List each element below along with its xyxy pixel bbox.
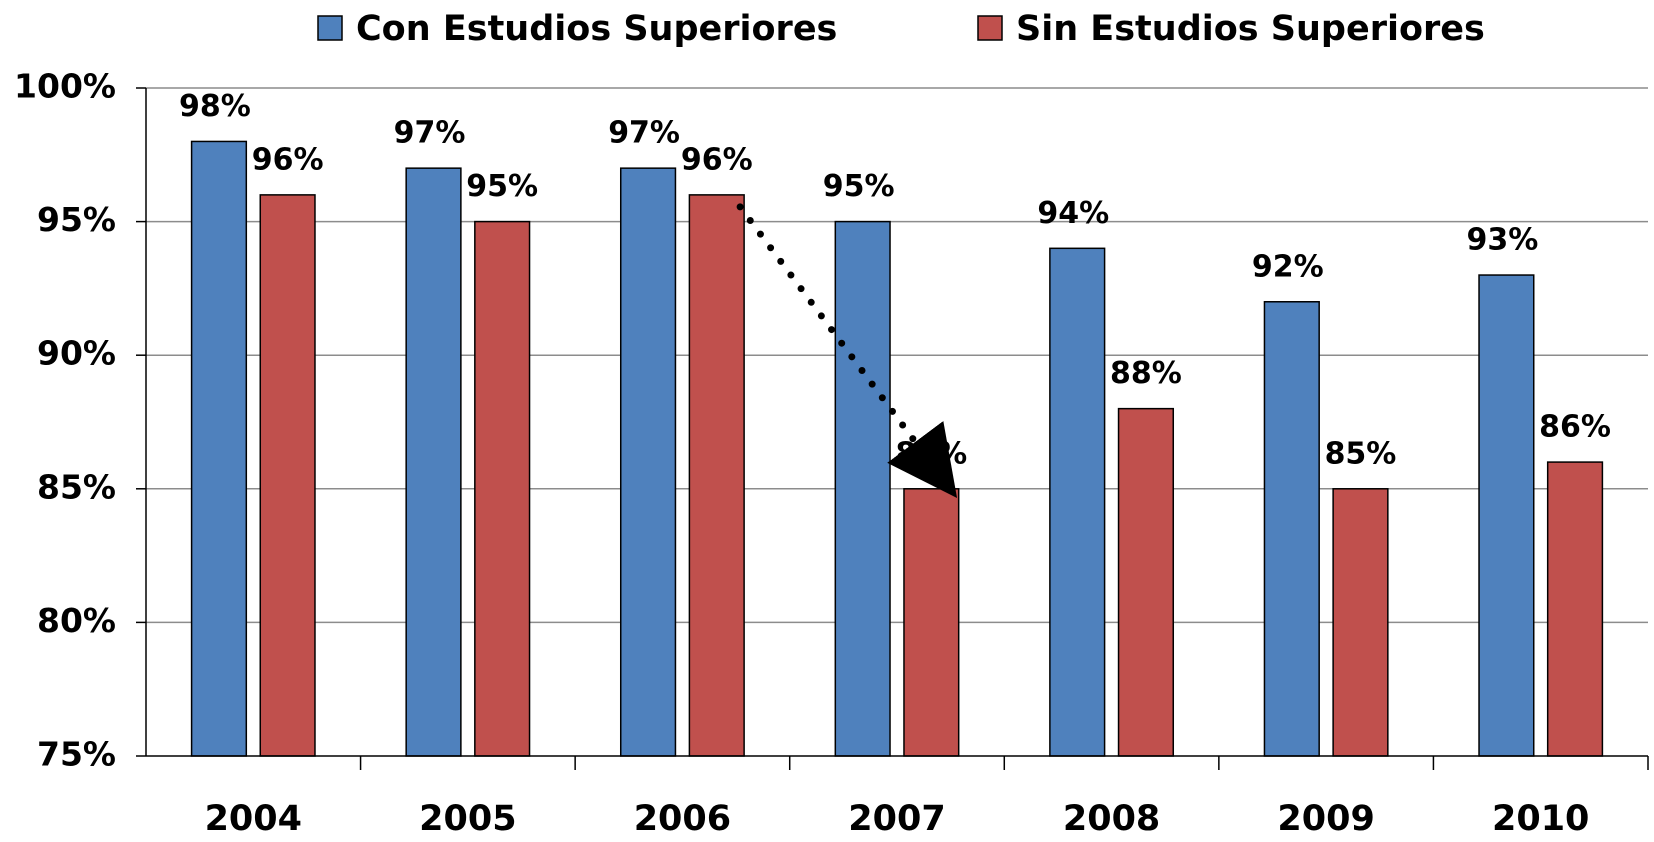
y-tick-label: 80% bbox=[37, 601, 116, 640]
bar bbox=[474, 220, 531, 757]
y-tick-label: 90% bbox=[37, 334, 116, 373]
bar bbox=[190, 140, 248, 757]
value-label: 88% bbox=[1110, 356, 1182, 391]
value-label: 97% bbox=[394, 116, 466, 151]
bar bbox=[259, 194, 316, 757]
bar bbox=[1478, 274, 1535, 757]
bar bbox=[619, 167, 677, 757]
x-tick-label: 2010 bbox=[1492, 799, 1589, 839]
y-tick-label: 75% bbox=[37, 735, 116, 774]
value-label: 94% bbox=[1037, 196, 1109, 231]
bar bbox=[1263, 301, 1320, 757]
value-label: 93% bbox=[1466, 223, 1538, 258]
x-tick-label: 2005 bbox=[419, 799, 516, 839]
value-label: 97% bbox=[608, 116, 680, 151]
bar bbox=[1332, 488, 1389, 757]
y-tick-label: 95% bbox=[37, 200, 116, 239]
y-tick-label: 100% bbox=[14, 67, 116, 106]
value-label: 92% bbox=[1252, 249, 1324, 284]
x-tick-label: 2008 bbox=[1063, 799, 1160, 839]
bar bbox=[834, 220, 891, 757]
value-label: 96% bbox=[252, 142, 324, 177]
x-tick-label: 2009 bbox=[1277, 799, 1374, 839]
x-tick-label: 2004 bbox=[205, 799, 302, 839]
bar bbox=[1117, 407, 1175, 757]
legend-label: Con Estudios Superiores bbox=[356, 9, 837, 49]
bar bbox=[688, 194, 745, 757]
value-label: 96% bbox=[681, 142, 753, 177]
bar bbox=[903, 488, 960, 757]
legend-swatch bbox=[977, 15, 1003, 41]
legend-label: Sin Estudios Superiores bbox=[1016, 9, 1485, 49]
value-label: 95% bbox=[466, 169, 538, 204]
bar bbox=[1546, 461, 1604, 757]
x-tick-label: 2007 bbox=[848, 799, 945, 839]
x-tick-label: 2006 bbox=[634, 799, 731, 839]
bar bbox=[405, 167, 462, 757]
legend-swatch bbox=[317, 15, 343, 41]
value-label: 95% bbox=[823, 169, 895, 204]
value-label: 86% bbox=[1539, 410, 1611, 445]
bar bbox=[1049, 247, 1106, 757]
value-label: 98% bbox=[179, 89, 251, 124]
value-label: 85% bbox=[1325, 436, 1397, 471]
trend-arrow bbox=[736, 203, 958, 499]
y-tick-label: 85% bbox=[37, 467, 116, 506]
